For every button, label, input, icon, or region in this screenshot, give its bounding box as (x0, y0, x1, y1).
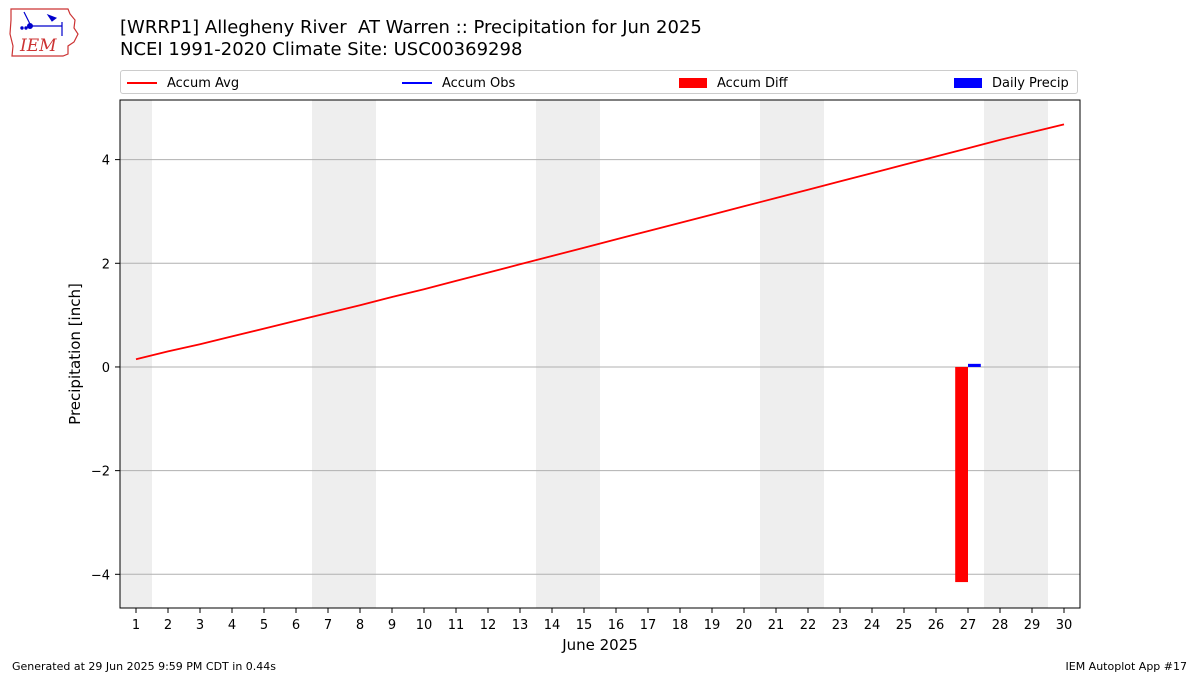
x-tick-label-24: 24 (864, 618, 881, 633)
chart-legend: Accum Avg Accum Obs Accum Diff Daily Pre… (120, 70, 1078, 94)
x-tick-label-8: 8 (356, 618, 364, 633)
x-tick-label-30: 30 (1056, 618, 1073, 633)
x-tick-label-17: 17 (640, 618, 657, 633)
iowa-outline-icon (9, 8, 79, 57)
y-tick-label-4: 4 (102, 154, 110, 169)
x-tick-label-21: 21 (768, 618, 785, 633)
x-tick-label-20: 20 (736, 618, 753, 633)
x-tick-label-29: 29 (1024, 618, 1041, 633)
y-tick-label-3: 2 (102, 257, 110, 272)
iem-logo: IEM (9, 8, 79, 57)
y-tick-label-0: −4 (91, 568, 110, 583)
x-tick-label-5: 5 (260, 618, 268, 633)
series-line-accum-avg (135, 123, 1065, 361)
legend-label-accum-obs: Accum Obs (442, 75, 516, 91)
x-tick-label-4: 4 (228, 618, 236, 633)
weekend-shade-0 (120, 100, 152, 608)
x-tick-label-13: 13 (512, 618, 529, 633)
x-tick-label-12: 12 (480, 618, 497, 633)
weekend-shade-4 (984, 100, 1048, 608)
x-tick-label-19: 19 (704, 618, 721, 633)
x-tick-label-26: 26 (928, 618, 945, 633)
logo-text: IEM (19, 36, 57, 56)
x-tick-label-9: 9 (388, 618, 396, 633)
x-tick-label-18: 18 (672, 618, 689, 633)
y-tick-label-2: 0 (102, 361, 110, 376)
legend-swatch-accum-avg (127, 82, 157, 84)
legend-item-accum-avg: Accum Avg (127, 74, 239, 92)
bar-daily-precip-0 (968, 363, 981, 367)
x-axis-label: June 2025 (561, 636, 638, 654)
x-tick-label-22: 22 (800, 618, 817, 633)
weekend-shade-1 (312, 100, 376, 608)
legend-label-accum-diff: Accum Diff (717, 75, 788, 91)
x-tick-label-14: 14 (544, 618, 561, 633)
x-tick-label-10: 10 (416, 618, 433, 633)
chart-title: [WRRP1] Allegheny River AT Warren :: Pre… (120, 17, 702, 38)
x-tick-label-1: 1 (132, 618, 140, 633)
weather-instruments-icon (20, 11, 63, 36)
legend-swatch-accum-diff (679, 78, 707, 88)
y-tick-label-1: −2 (91, 465, 110, 480)
y-axis-label: Precipitation [inch] (66, 283, 84, 425)
x-tick-label-15: 15 (576, 618, 593, 633)
x-tick-label-7: 7 (324, 618, 332, 633)
footer-generated-text: Generated at 29 Jun 2025 9:59 PM CDT in … (12, 660, 277, 673)
legend-item-daily-precip: Daily Precip (954, 74, 1069, 92)
plot-frame (119, 99, 1081, 609)
x-tick-label-28: 28 (992, 618, 1009, 633)
weekend-shade-2 (536, 100, 600, 608)
x-tick-label-11: 11 (448, 618, 465, 633)
x-tick-label-6: 6 (292, 618, 300, 633)
legend-swatch-accum-obs (402, 82, 432, 84)
legend-item-accum-obs: Accum Obs (402, 74, 515, 92)
legend-item-accum-diff: Accum Diff (679, 74, 788, 92)
bar-accum-diff-0 (955, 366, 968, 583)
legend-label-daily-precip: Daily Precip (992, 75, 1069, 91)
x-tick-label-2: 2 (164, 618, 172, 633)
legend-label-accum-avg: Accum Avg (167, 75, 240, 91)
footer-app-label: IEM Autoplot App #17 (1065, 660, 1188, 673)
x-tick-label-3: 3 (196, 618, 204, 633)
x-tick-label-23: 23 (832, 618, 849, 633)
x-tick-label-16: 16 (608, 618, 625, 633)
weekend-shade-3 (760, 100, 824, 608)
legend-swatch-daily-precip (954, 78, 982, 88)
x-tick-label-25: 25 (896, 618, 913, 633)
x-tick-label-27: 27 (960, 618, 977, 633)
chart-subtitle: NCEI 1991-2020 Climate Site: USC00369298 (120, 39, 523, 60)
